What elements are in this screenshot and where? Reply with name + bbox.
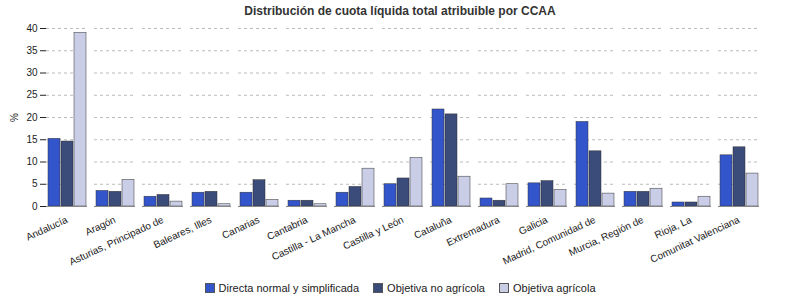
svg-text:30: 30 — [26, 67, 38, 78]
svg-text:Cataluña: Cataluña — [412, 213, 454, 241]
svg-text:10: 10 — [26, 156, 38, 167]
svg-text:Murcia, Región de: Murcia, Región de — [567, 214, 646, 258]
svg-text:Comunitat Valenciana: Comunitat Valenciana — [649, 214, 742, 265]
svg-text:Andalucía: Andalucía — [24, 214, 69, 243]
svg-text:Castilla y León: Castilla y León — [341, 214, 405, 252]
svg-text:0: 0 — [32, 201, 38, 212]
svg-text:40: 40 — [26, 23, 38, 34]
html-text:Objetiva agrícola: Objetiva agrícola — [513, 282, 596, 294]
svg-text:Rioja, La: Rioja, La — [652, 213, 694, 241]
svg-text:Asturias, Principado de: Asturias, Principado de — [67, 213, 166, 268]
svg-text:Canarias: Canarias — [220, 214, 261, 241]
svg-text:Castilla - La Mancha: Castilla - La Mancha — [270, 214, 358, 263]
svg-text:20: 20 — [26, 112, 38, 123]
svg-text:Madrid, Comunidad de: Madrid, Comunidad de — [500, 213, 598, 267]
svg-text:Extremadura: Extremadura — [445, 214, 502, 248]
svg-text:Aragón: Aragón — [83, 214, 117, 238]
svg-text:Galicia: Galicia — [517, 214, 550, 237]
svg-text:25: 25 — [26, 89, 38, 100]
html-text:Distribución de cuota líquida: Distribución de cuota líquida total atri… — [244, 4, 556, 18]
svg-text:15: 15 — [26, 134, 38, 145]
svg-text:35: 35 — [26, 45, 38, 56]
html-text:Objetiva no agrícola: Objetiva no agrícola — [387, 282, 485, 294]
svg-text:Cantabria: Cantabria — [265, 213, 310, 243]
svg-text:5: 5 — [32, 178, 38, 189]
html-text:Directa normal y simplificada: Directa normal y simplificada — [218, 282, 360, 294]
svg-text:%: % — [9, 113, 20, 122]
svg-text:Baleares, Illes: Baleares, Illes — [152, 214, 214, 251]
